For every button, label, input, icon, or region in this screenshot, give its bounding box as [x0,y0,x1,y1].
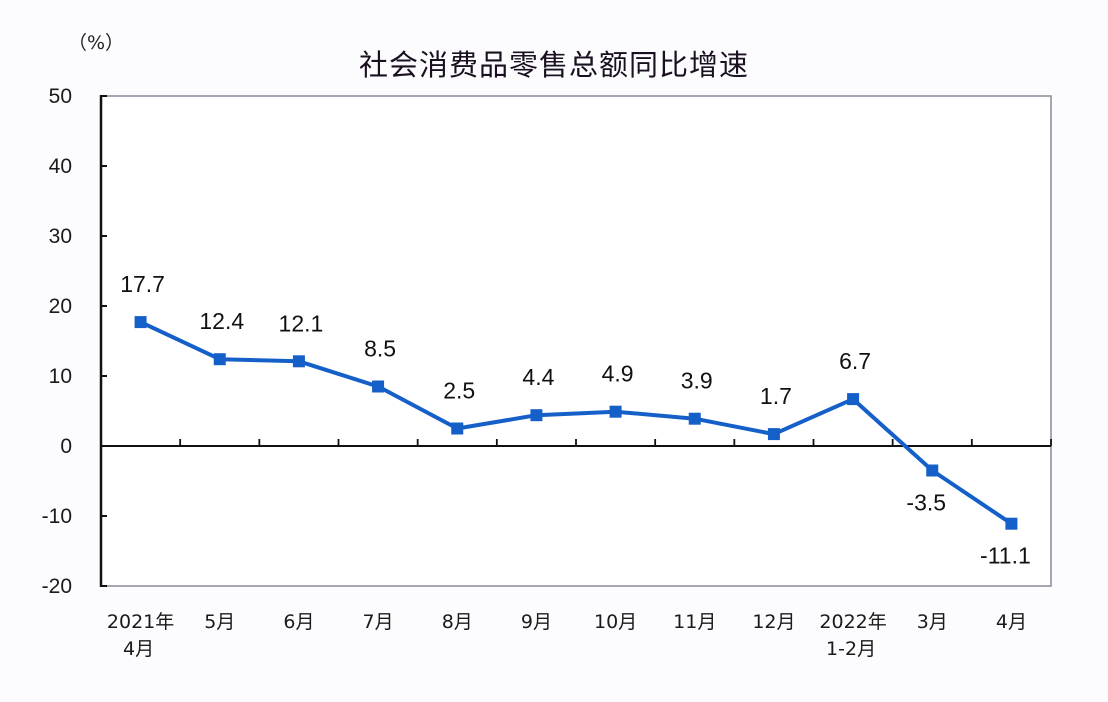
data-series: 17.7 12.4 12.1 8.5 2.5 4.4 4.9 3.9 1.7 6.7 -3.5 -11… [120,271,1031,569]
x-tick-label: 11月 [673,611,716,633]
plot-border [100,95,1052,587]
x-tick-label: 5月 [204,611,235,633]
data-label: 4.4 [522,364,554,390]
data-label: 1.7 [760,383,792,409]
y-tick-label: 0 [60,435,72,458]
x-tick-label: 3月 [917,611,948,633]
data-label: 12.4 [199,308,244,334]
data-point-marker [530,409,543,422]
x-axis: 2021年 4月 5月 6月 7月 8月 9月 10月 11月 12月 2022年 1-2月 3月 4月 [101,439,1052,660]
data-label: -11.1 [980,543,1031,569]
data-point-marker [134,316,147,329]
data-label: 2.5 [443,378,475,404]
x-tick-label: 7月 [363,611,394,633]
data-label: 17.7 [120,271,165,297]
x-tick-label: 12月 [752,611,795,633]
data-label: 3.9 [681,368,713,394]
data-point-marker [372,380,385,393]
data-label: 12.1 [279,310,324,336]
x-tick-label: 8月 [442,611,473,633]
series-line [139,320,1013,526]
x-tick-label: 6月 [283,611,314,633]
data-point-marker [609,405,622,418]
data-label: 6.7 [839,348,871,374]
chart-title: 社会消费品零售总额同比增速 [358,48,749,82]
x-tick-label: 10月 [594,611,637,633]
data-point-marker [847,393,860,406]
data-label: 8.5 [364,336,396,362]
y-tick-label: 40 [49,155,72,178]
data-point-marker [767,428,780,441]
y-tick-label: 30 [49,225,72,248]
plot-frame [99,95,1052,587]
x-tick-label: 4月 [996,611,1027,633]
data-point-marker [213,353,226,366]
y-tick-label: -20 [42,575,72,598]
data-point-marker [926,464,939,477]
y-axis-unit-label: （%） [68,32,125,54]
data-point-marker [451,422,464,435]
data-label: -3.5 [906,490,946,516]
x-tick-label: 2022年 1-2月 [819,611,886,660]
x-tick-label: 2021年 4月 [107,611,174,660]
y-tick-label: 20 [49,295,72,318]
data-label: 4.9 [602,361,634,387]
data-point-marker [1005,517,1018,530]
y-tick-label: -10 [42,505,72,528]
data-point-marker [292,355,305,368]
data-point-marker [688,412,701,425]
x-tick-label: 9月 [521,611,552,633]
y-tick-label: 10 [49,365,72,388]
y-axis: 50 40 30 20 10 0 -10 -20 [42,85,107,598]
y-tick-label: 50 [49,85,72,108]
